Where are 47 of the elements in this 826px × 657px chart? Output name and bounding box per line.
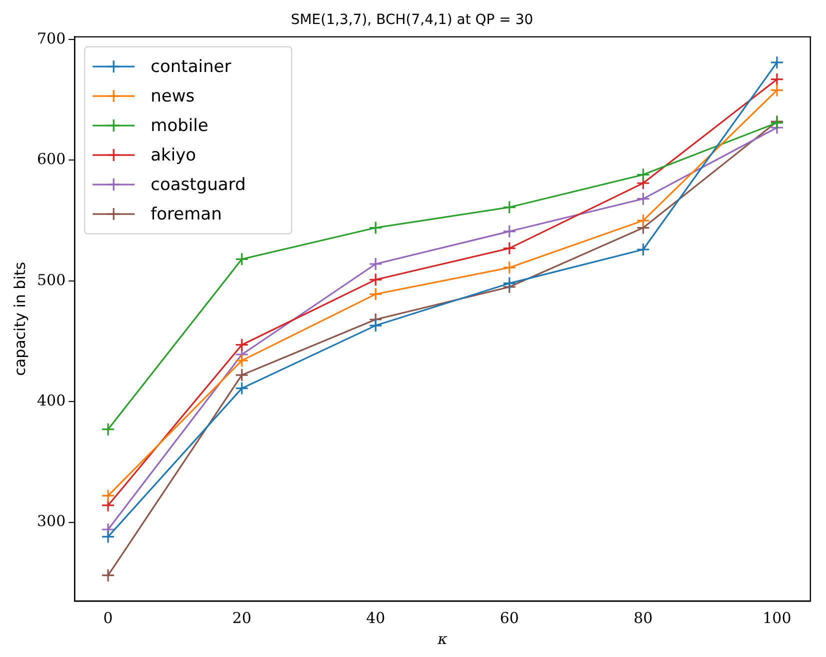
- legend-label: mobile: [150, 116, 208, 136]
- point: [368, 257, 382, 271]
- x-tick-label: 100: [762, 608, 792, 627]
- y-axis-title: capacity in bits: [10, 262, 29, 376]
- chart-title: SME(1,3,7), BCH(7,4,1) at QP = 30: [290, 12, 534, 28]
- point: [235, 354, 249, 368]
- point: [502, 200, 516, 214]
- point: [368, 220, 382, 235]
- y-tick-label: 400: [36, 391, 66, 410]
- point: [770, 56, 784, 70]
- x-tick-label: 60: [500, 608, 519, 627]
- point: [101, 568, 115, 582]
- point: [368, 272, 382, 286]
- point: [368, 287, 382, 301]
- point: [101, 422, 115, 436]
- point: [101, 530, 115, 544]
- point: [235, 338, 249, 352]
- y-tick-label: 700: [36, 29, 66, 48]
- point: [770, 72, 784, 86]
- point: [235, 368, 249, 382]
- x-tick-label: 0: [103, 608, 113, 627]
- point: [502, 224, 516, 238]
- y-tick-label: 600: [36, 150, 66, 168]
- y-tick-label: 300: [36, 512, 66, 530]
- y-tick-label: 500: [36, 270, 66, 289]
- point: [101, 488, 115, 503]
- x-tick-label: 80: [634, 608, 653, 627]
- point: [368, 318, 382, 332]
- x-tick-label: 20: [232, 608, 252, 627]
- point: [636, 168, 650, 182]
- legend-label: container: [150, 56, 232, 77]
- point: [770, 83, 784, 98]
- legend-label: news: [150, 86, 195, 106]
- x-axis-title: κ: [436, 630, 448, 648]
- point: [101, 498, 115, 512]
- point: [235, 381, 249, 396]
- legend-label: akiyo: [150, 145, 196, 166]
- point: [235, 252, 249, 266]
- point: [502, 242, 516, 256]
- point: [636, 214, 650, 228]
- legend-label: coastguard: [150, 174, 246, 195]
- x-tick-label: 40: [366, 608, 386, 627]
- legend-label: foreman: [150, 204, 222, 224]
- point: [636, 242, 650, 256]
- point: [502, 260, 516, 274]
- point: [502, 276, 516, 290]
- point: [636, 192, 650, 206]
